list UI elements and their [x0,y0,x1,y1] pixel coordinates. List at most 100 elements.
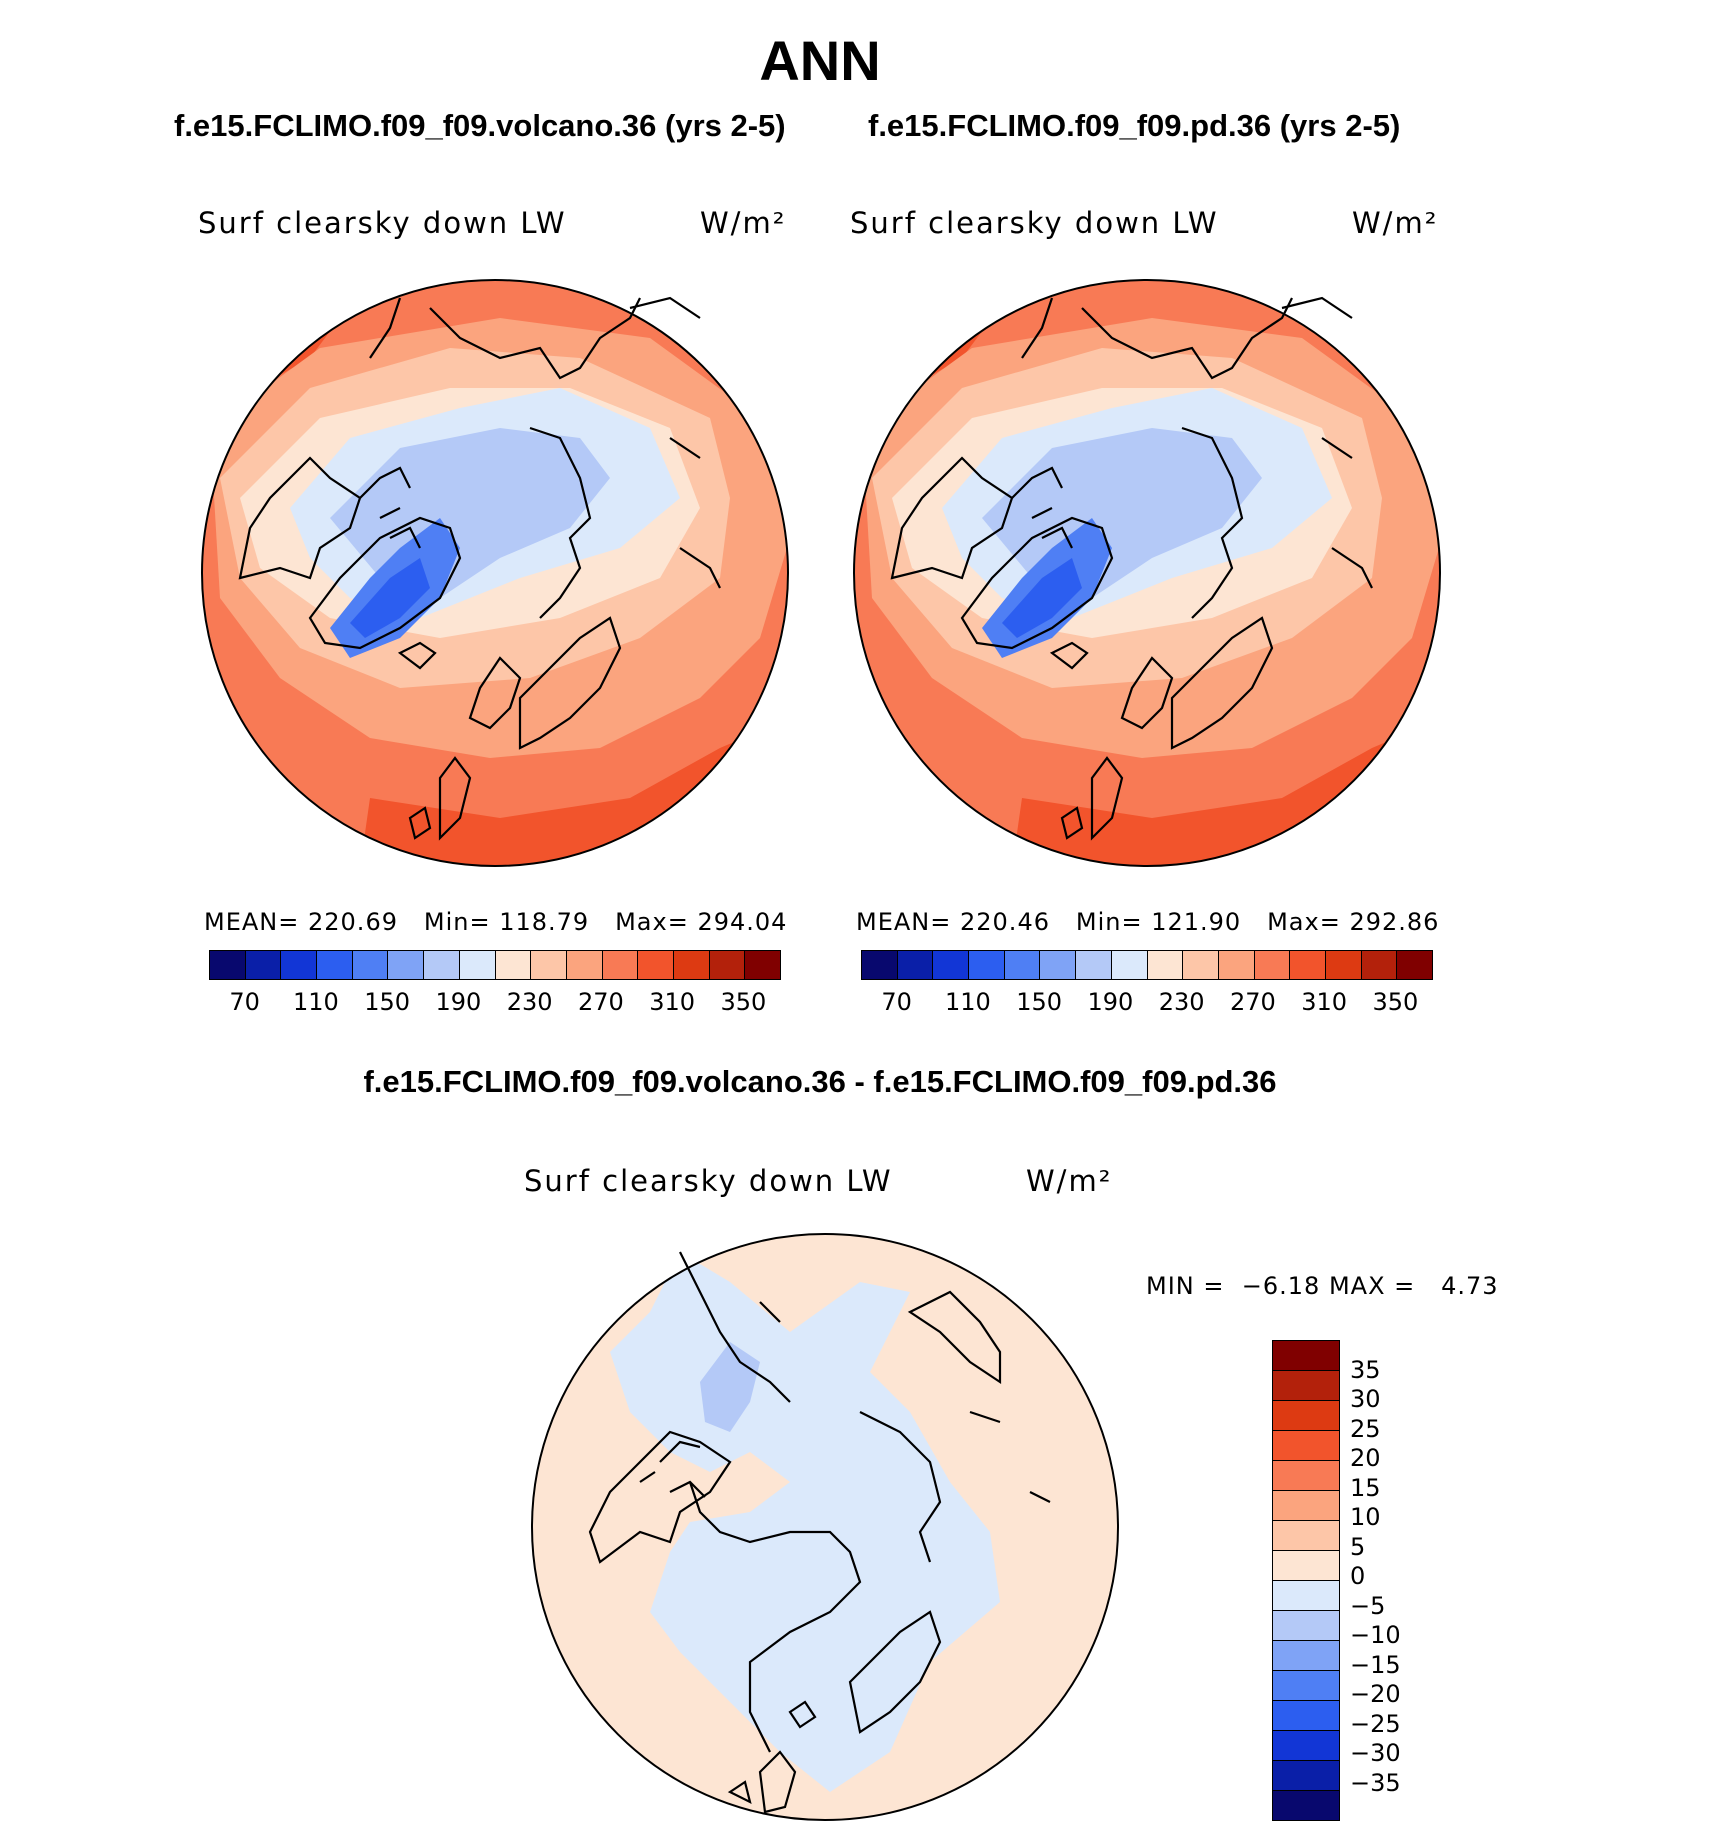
colorbar-swatch [1076,951,1112,979]
diff-max-label: MAX = [1328,1272,1416,1300]
colorbar-tick-label: 310 [1301,988,1348,1016]
colorbar-swatch [602,951,639,979]
colorbar-swatch [1147,951,1184,979]
colorbar-swatch [1273,1431,1339,1461]
diff-polar-map [531,1233,1119,1821]
right-polar-map [853,279,1441,867]
colorbar-swatch [969,951,1005,979]
colorbar-swatch [566,951,603,979]
right-mean-value: 220.46 [960,908,1050,936]
colorbar-tick-label: −10 [1350,1621,1401,1649]
colorbar-tick-label: 310 [649,988,696,1016]
colorbar-swatch [388,951,425,979]
colorbar-swatch [1004,951,1041,979]
colorbar-swatch [1361,951,1398,979]
colorbar-swatch [1040,951,1077,979]
colorbar-tick-label: 350 [1372,988,1419,1016]
coastlines [890,296,1373,841]
left-min-value: 118.79 [499,908,590,936]
colorbar-swatch [862,951,898,979]
colorbar-swatch [933,951,970,979]
figure-title: ANN [759,29,881,92]
colorbar-tick-label: −5 [1350,1591,1386,1620]
colorbar-tick-label: 110 [292,988,339,1016]
left-polar-map [201,279,789,867]
left-min-label: Min= [423,908,491,936]
colorbar-swatch [245,951,282,979]
colorbar-tick-label: −20 [1350,1680,1401,1708]
colorbar-swatch [638,951,674,979]
colorbar-tick-label: 150 [1016,988,1063,1016]
colorbar-swatch [1273,1641,1339,1671]
colorbar-tick-label: 70 [881,988,912,1016]
colorbar-swatch [1273,1791,1339,1820]
colorbar-tick-label: 270 [1229,988,1276,1016]
colorbar-tick-label: 25 [1350,1414,1381,1443]
colorbar-swatch [1273,1401,1339,1431]
colorbar-swatch [281,951,318,979]
right-min-label: Min= [1075,908,1143,936]
right-stats: MEAN= 220.46 Min= 121.90 Max= 292.86 [856,908,1439,936]
colorbar-swatch [1273,1341,1339,1371]
colorbar-swatch [1273,1551,1339,1581]
colorbar-tick-label: 110 [944,988,991,1016]
left-max-value: 294.04 [697,908,788,936]
right-colorbar [861,950,1433,980]
left-mean-value: 220.69 [308,908,398,936]
left-mean-label: MEAN= [204,908,300,936]
diff-max-value: 4.73 [1441,1272,1499,1300]
colorbar-swatch [1273,1611,1339,1641]
colorbar-swatch [897,951,934,979]
left-variable-label: Surf clearsky down LW [198,206,567,240]
right-mean-label: MEAN= [856,908,952,936]
left-max-label: Max= [615,908,689,936]
map-fill-greenland-core [1002,558,1082,638]
colorbar-tick-label: −15 [1350,1650,1401,1679]
colorbar-swatch [1273,1581,1339,1611]
colorbar-swatch [709,951,746,979]
left-case-title: f.e15.FCLIMO.f09_f09.volcano.36 (yrs 2-5… [174,108,786,143]
colorbar-tick-label: 150 [364,988,411,1016]
colorbar-swatch [531,951,567,979]
left-units-label: W/m² [700,206,787,240]
colorbar-swatch [1273,1371,1339,1401]
left-colorbar [209,950,781,980]
colorbar-swatch [1273,1731,1339,1761]
colorbar-tick-label: 70 [229,988,260,1016]
colorbar-swatch [1218,951,1255,979]
colorbar-tick-label: 230 [1158,988,1205,1016]
coastlines [588,1251,1051,1814]
colorbar-tick-label: 10 [1350,1503,1381,1531]
right-colorbar-ticks: 70 110 150 190 230 270 310 350 [861,988,1431,1018]
diff-stats: MIN = −6.18 MAX = 4.73 [1146,1272,1499,1300]
colorbar-swatch [1273,1671,1339,1701]
colorbar-tick-label: 230 [506,988,553,1016]
colorbar-swatch [1183,951,1219,979]
colorbar-tick-label: 20 [1350,1444,1381,1472]
colorbar-tick-label: 190 [1087,988,1134,1016]
right-max-label: Max= [1267,908,1341,936]
colorbar-swatch [459,951,496,979]
colorbar-swatch [1325,951,1362,979]
diff-min-value: −6.18 [1241,1272,1321,1300]
colorbar-tick-label: −35 [1350,1768,1401,1797]
right-variable-label: Surf clearsky down LW [850,206,1219,240]
colorbar-swatch [495,951,532,979]
colorbar-swatch [1273,1461,1339,1491]
right-case-title: f.e15.FCLIMO.f09_f09.pd.36 (yrs 2-5) [868,108,1401,143]
colorbar-swatch [1273,1491,1339,1521]
colorbar-tick-label: 350 [720,988,767,1016]
diff-min-label: MIN = [1146,1272,1225,1300]
colorbar-tick-label: −30 [1350,1739,1401,1767]
right-min-value: 121.90 [1151,908,1242,936]
colorbar-tick-label: 15 [1350,1473,1381,1502]
colorbar-tick-label: 270 [577,988,624,1016]
left-stats: MEAN= 220.69 Min= 118.79 Max= 294.04 [204,908,787,936]
colorbar-swatch [1290,951,1326,979]
colorbar-swatch [352,951,389,979]
colorbar-swatch [317,951,353,979]
colorbar-swatch [1273,1761,1339,1791]
colorbar-tick-label: 35 [1350,1355,1381,1384]
map-fill-greenland-core [350,558,430,638]
colorbar-swatch [673,951,710,979]
